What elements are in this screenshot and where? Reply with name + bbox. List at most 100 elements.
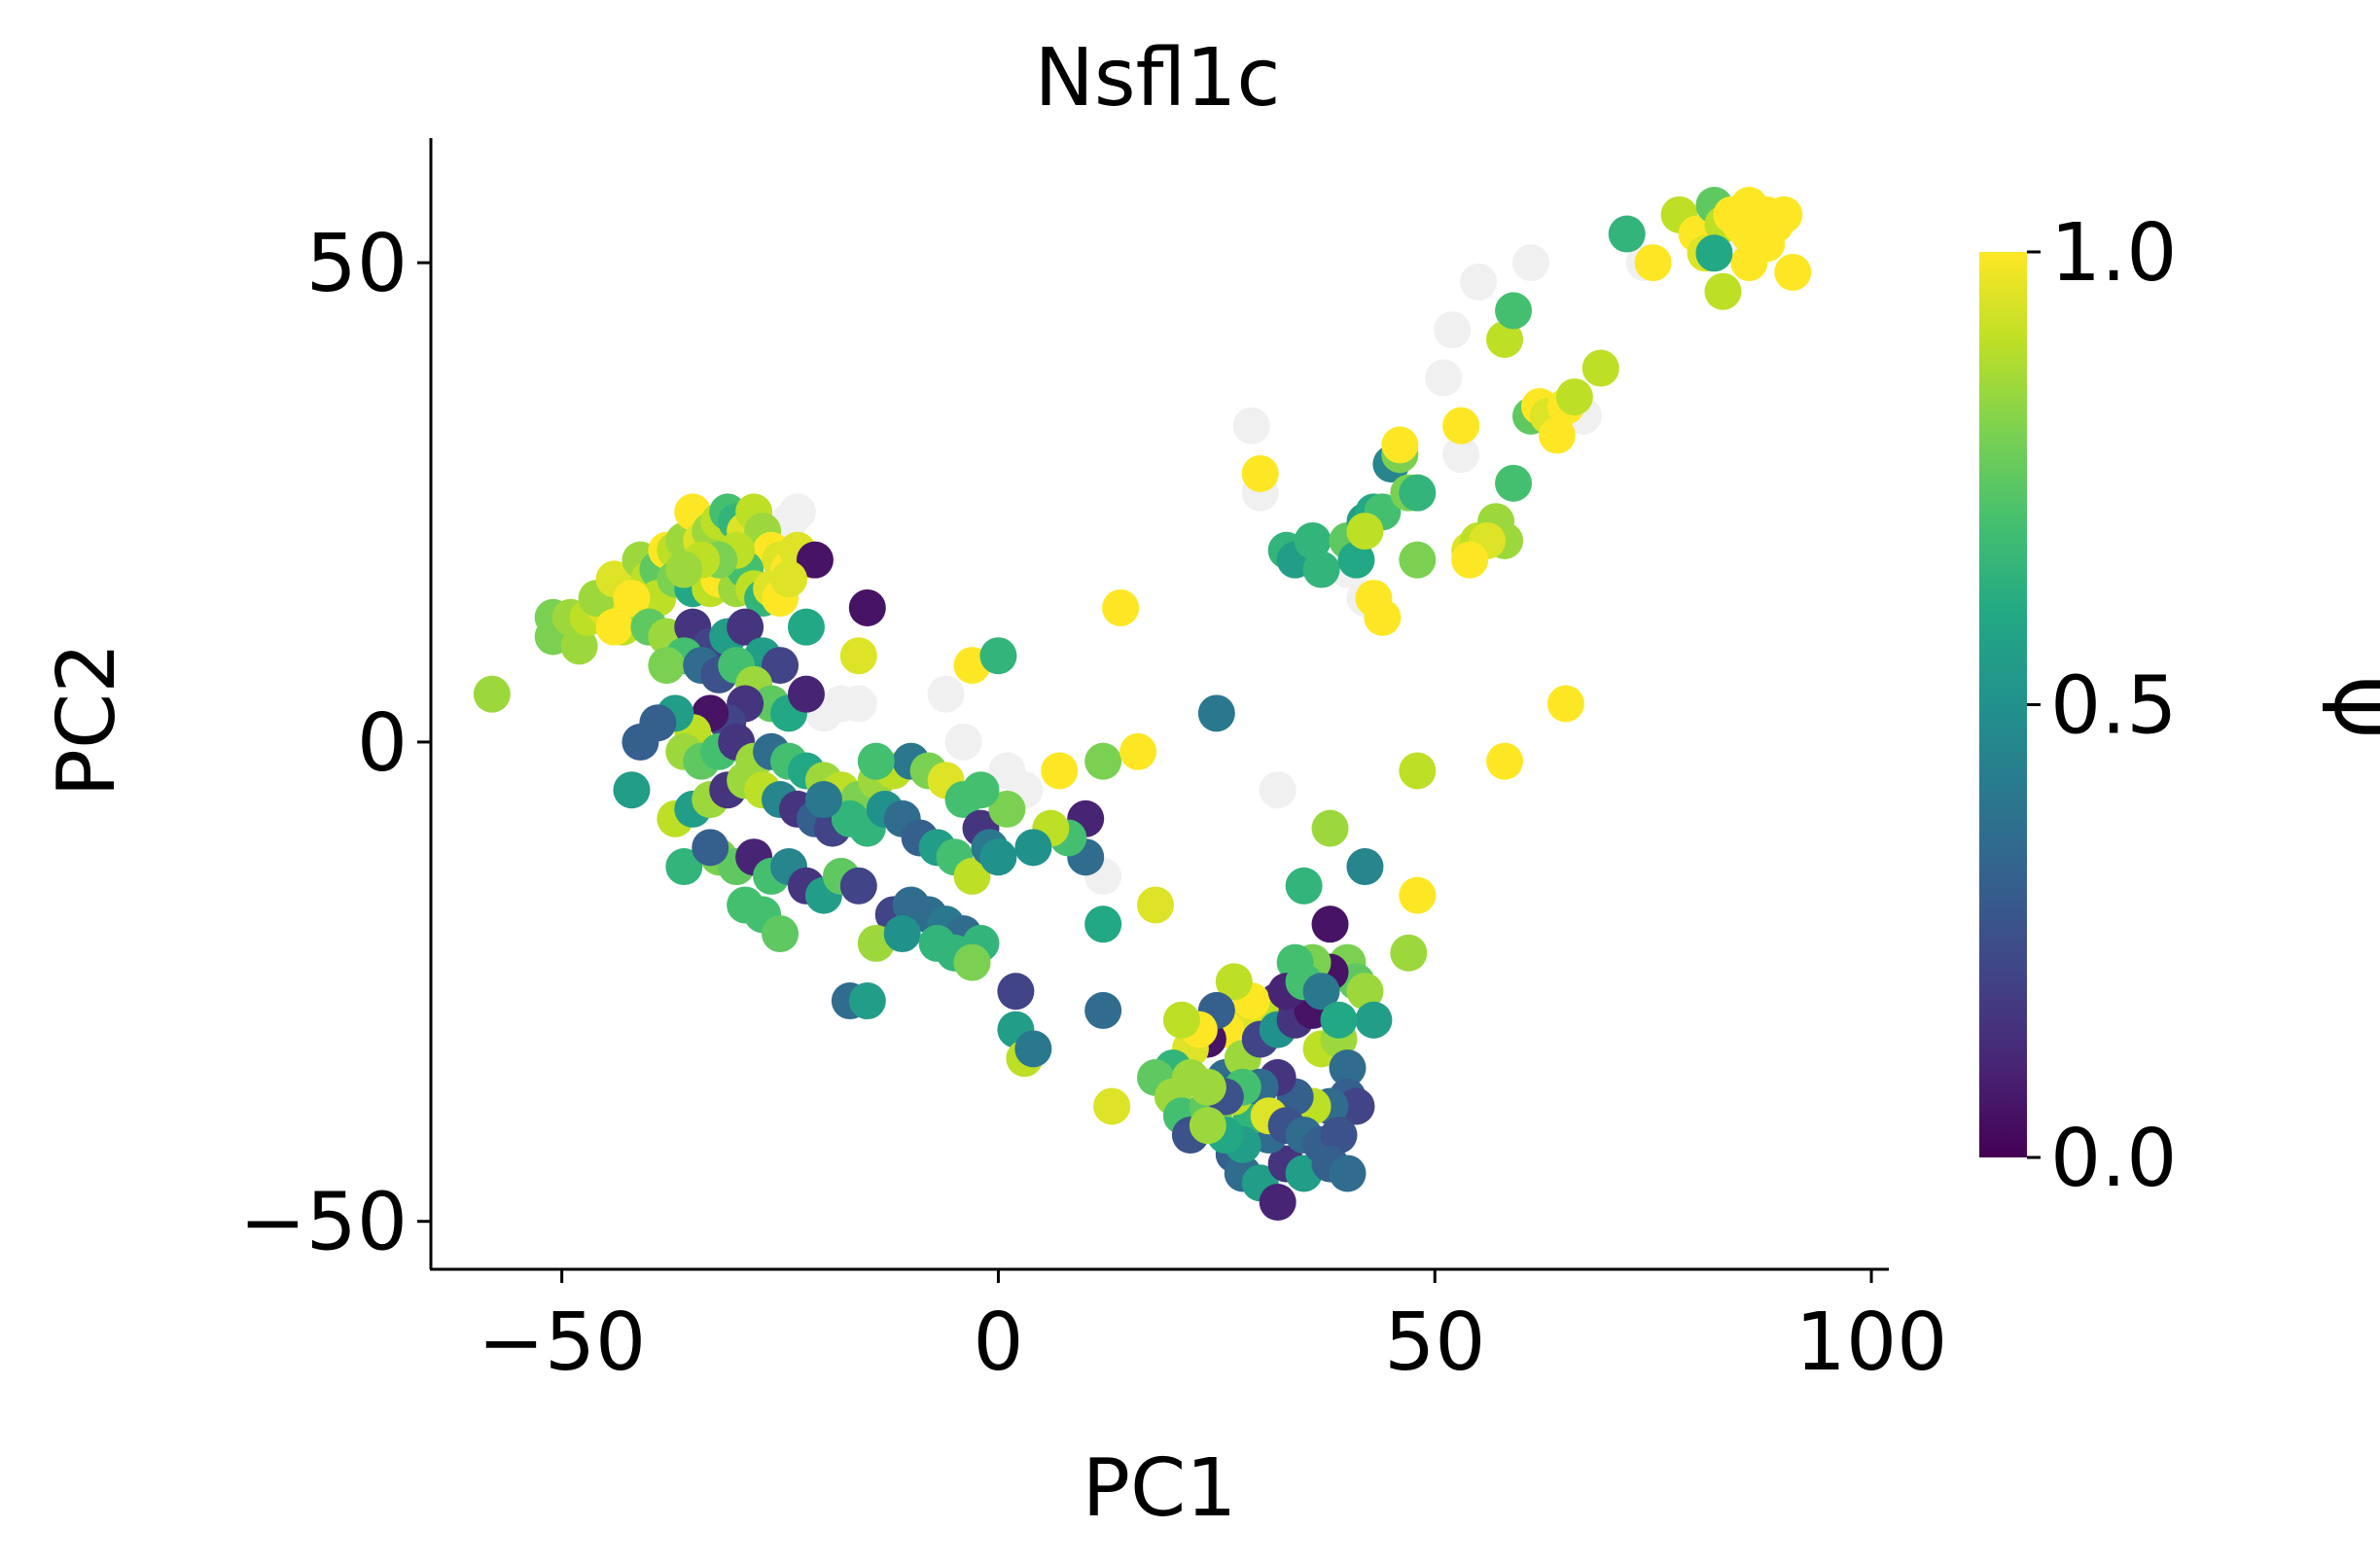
scatter-point: [1119, 732, 1157, 770]
scatter-point: [1399, 474, 1437, 512]
scatter-point: [796, 541, 834, 579]
scatter-point: [1451, 541, 1489, 579]
scatter-point: [1399, 752, 1437, 790]
scatter-point: [787, 675, 825, 713]
scatter-point: [1215, 963, 1253, 1001]
scatter-point: [1084, 906, 1122, 943]
scatter-point-na: [1259, 771, 1297, 809]
scatter-point: [1495, 292, 1533, 330]
scatter-point: [1171, 1058, 1209, 1096]
scatter-point: [857, 742, 895, 780]
scatter-point: [1084, 991, 1122, 1029]
scatter-point: [1581, 349, 1619, 387]
colorbar-label: Ψ: [2303, 676, 2380, 739]
y-tick-label: −50: [239, 1177, 408, 1269]
scatter-point-na: [1425, 359, 1463, 397]
scatter-point: [962, 771, 1000, 809]
scatter-point: [1320, 1117, 1358, 1155]
scatter-point: [665, 551, 703, 588]
scatter-point: [1634, 244, 1672, 282]
points-layer: [473, 186, 1812, 1222]
scatter-point: [1538, 416, 1576, 454]
chart-title: Nsfl1c: [1035, 32, 1281, 124]
scatter-point: [1162, 1001, 1200, 1039]
y-axis-label: PC2: [41, 643, 133, 798]
scatter-point: [1294, 521, 1332, 559]
scatter-point: [1311, 809, 1349, 847]
colorbar: [1979, 252, 2027, 1157]
scatter-point: [1730, 215, 1768, 253]
scatter-point: [1084, 742, 1122, 780]
scatter-point: [1329, 1155, 1367, 1192]
scatter-point: [1555, 378, 1593, 416]
x-tick-label: 0: [973, 1297, 1023, 1389]
scatter-point: [1346, 973, 1384, 1011]
scatter-point: [787, 608, 825, 646]
scatter-point: [1346, 513, 1384, 551]
scatter-point: [953, 943, 991, 981]
scatter-point: [1774, 253, 1812, 291]
scatter-point-na: [1442, 436, 1480, 474]
scatter-point: [1189, 1107, 1226, 1145]
scatter-point: [1259, 1184, 1297, 1222]
scatter-point: [1399, 541, 1437, 579]
scatter-point: [804, 781, 842, 819]
scatter-point: [1390, 934, 1428, 972]
scatter-point: [648, 647, 686, 685]
scatter-point-na: [944, 723, 982, 761]
y-ticks: −50 0 50: [239, 218, 431, 1269]
x-tick-label: 100: [1795, 1297, 1948, 1389]
scatter-point: [1695, 234, 1733, 272]
scatter-point: [595, 608, 633, 646]
scatter-point-na: [1232, 407, 1270, 444]
scatter-point: [848, 588, 886, 626]
colorbar-tick-label: 0.5: [2050, 660, 2177, 753]
x-ticks: −50 0 50 100: [478, 1269, 1947, 1389]
scatter-point: [1014, 1030, 1052, 1068]
scatter-point: [1486, 320, 1524, 358]
scatter-point: [1346, 848, 1384, 886]
scatter-point: [770, 560, 808, 598]
scatter-point: [848, 982, 886, 1020]
scatter-point: [979, 838, 1017, 876]
scatter-point: [1337, 1087, 1375, 1125]
scatter-point: [1041, 752, 1079, 790]
scatter-point-na: [1434, 311, 1472, 349]
scatter-point: [1364, 598, 1402, 636]
scatter-point: [1337, 541, 1375, 579]
scatter-point: [883, 915, 921, 953]
scatter-point: [1197, 694, 1235, 732]
y-tick-label: 0: [357, 697, 408, 790]
scatter-point: [1765, 196, 1803, 233]
scatter-point: [1495, 464, 1533, 502]
scatter-point: [1546, 685, 1584, 723]
scatter-point: [1311, 906, 1349, 943]
scatter-point-na: [927, 675, 965, 713]
scatter-point: [1302, 973, 1340, 1011]
scatter-point: [1093, 1087, 1131, 1125]
scatter-point: [692, 829, 729, 867]
x-tick-label: −50: [478, 1297, 646, 1389]
scatter-point: [1320, 1001, 1358, 1039]
scatter-point: [1608, 215, 1646, 253]
scatter-point: [979, 637, 1017, 675]
colorbar-tick-label: 1.0: [2050, 207, 2177, 300]
scatter-point: [762, 915, 799, 953]
scatter-point: [613, 771, 651, 809]
scatter-point: [1442, 407, 1480, 444]
scatter-point: [1381, 426, 1419, 464]
scatter-point: [622, 723, 659, 761]
scatter-point: [1285, 867, 1323, 905]
scatter-point: [839, 637, 877, 675]
scatter-point: [1302, 551, 1340, 588]
x-axis-label: PC1: [1083, 1442, 1237, 1535]
scatter-point: [560, 627, 598, 665]
scatter-point: [1486, 742, 1524, 780]
scatter-point: [1014, 829, 1052, 867]
scatter-point: [762, 647, 799, 685]
scatter-point-na: [1460, 263, 1498, 301]
scatter-point: [997, 973, 1035, 1011]
scatter-point: [839, 867, 877, 905]
